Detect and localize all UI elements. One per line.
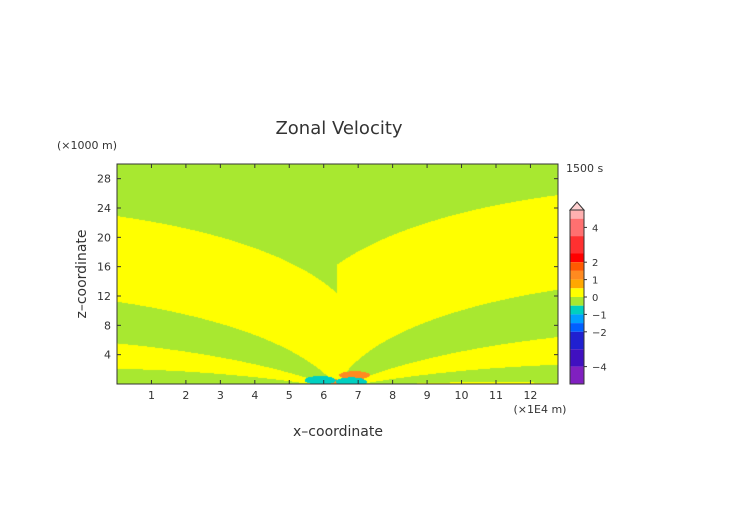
colorbar-swatch-14 bbox=[570, 366, 584, 384]
x-tick-label: 2 bbox=[182, 389, 189, 402]
y-tick-label: 4 bbox=[104, 349, 111, 362]
x-tick-label: 8 bbox=[389, 389, 396, 402]
y-unit-label: (×1000 m) bbox=[57, 139, 117, 152]
colorbar-label: 1 bbox=[592, 276, 598, 287]
colorbar-label: 4 bbox=[592, 223, 598, 234]
colorbar-label: 2 bbox=[592, 258, 598, 269]
colorbar-swatch-8 bbox=[570, 297, 584, 306]
colorbar-swatch-9 bbox=[570, 305, 584, 315]
x-tick-label: 12 bbox=[523, 389, 537, 402]
x-tick-label: 10 bbox=[455, 389, 469, 402]
x-tick-label: 4 bbox=[251, 389, 258, 402]
x-unit-label: (×1E4 m) bbox=[514, 403, 567, 416]
y-tick-label: 8 bbox=[104, 319, 111, 332]
colorbar-swatch-5 bbox=[570, 270, 584, 280]
velocity-field bbox=[117, 164, 558, 384]
colorbar-swatch-13 bbox=[570, 349, 584, 367]
y-tick-label: 24 bbox=[97, 202, 111, 215]
y-tick-label: 28 bbox=[97, 173, 111, 186]
x-tick-label: 9 bbox=[424, 389, 431, 402]
colorbar-swatch-3 bbox=[570, 253, 584, 263]
x-tick-label: 11 bbox=[489, 389, 503, 402]
y-tick-label: 16 bbox=[97, 261, 111, 274]
x-axis-label: x–coordinate bbox=[293, 424, 383, 440]
colorbar-swatch-12 bbox=[570, 331, 584, 350]
colorbar-swatch-1 bbox=[570, 218, 584, 237]
colorbar-label: −4 bbox=[592, 363, 607, 374]
chart-title: Zonal Velocity bbox=[275, 118, 402, 139]
colorbar-swatch-2 bbox=[570, 236, 584, 254]
colorbar-swatch-10 bbox=[570, 314, 584, 324]
colorbar-arrow bbox=[568, 201, 586, 211]
colorbar-swatch-11 bbox=[570, 323, 584, 332]
x-axis: 1 2 3 4 5 6 7 8 9 10 11 12 bbox=[148, 164, 537, 402]
x-tick-label: 7 bbox=[355, 389, 362, 402]
y-axis: 4 8 12 16 20 24 28 bbox=[97, 173, 558, 362]
x-tick-label: 5 bbox=[286, 389, 293, 402]
colorbar-swatch-7 bbox=[570, 288, 584, 297]
x-tick-label: 6 bbox=[320, 389, 327, 402]
colorbar-label: −2 bbox=[592, 328, 607, 339]
y-axis-label: z–coordinate bbox=[74, 229, 90, 318]
y-tick-label: 12 bbox=[97, 290, 111, 303]
plot-area bbox=[116, 163, 559, 385]
plot-frame bbox=[116, 163, 559, 385]
colorbar-swatch-6 bbox=[570, 279, 584, 289]
colorbar-swatch-0 bbox=[570, 210, 584, 219]
colorbar-swatch-4 bbox=[570, 262, 584, 271]
time-label: 1500 s bbox=[566, 162, 603, 175]
colorbar-label: −1 bbox=[592, 310, 607, 321]
colorbar-label: 0 bbox=[592, 293, 598, 304]
x-tick-label: 1 bbox=[148, 389, 155, 402]
y-tick-label: 20 bbox=[97, 231, 111, 244]
colorbar: 4 2 1 0 −1 −2 −4 bbox=[568, 201, 607, 385]
x-tick-label: 3 bbox=[217, 389, 224, 402]
